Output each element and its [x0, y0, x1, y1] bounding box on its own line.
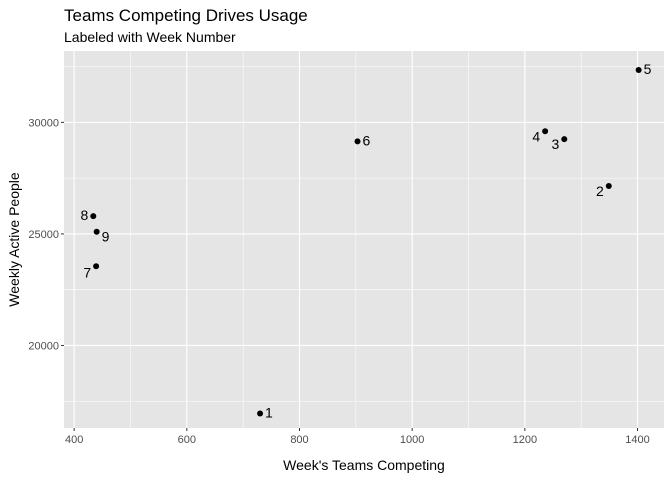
minor-gridlines	[64, 51, 664, 428]
x-tick-label: 1400	[625, 434, 649, 446]
data-point-week-3	[561, 136, 568, 143]
point-label-week-3: 3	[551, 136, 559, 152]
chart-title: Teams Competing Drives Usage	[64, 6, 308, 25]
data-point-week-7	[93, 263, 100, 270]
x-axis-ticks: 400 600 800 1000 1200 1400	[65, 428, 650, 446]
plot-panel	[64, 51, 664, 428]
x-tick-label: 400	[65, 434, 83, 446]
data-point-week-6	[354, 138, 361, 145]
y-tick-label: 25000	[28, 229, 59, 241]
y-tick-label: 30000	[28, 117, 59, 129]
data-point-week-5	[635, 66, 642, 73]
point-label-week-6: 6	[363, 132, 371, 148]
point-label-week-9: 9	[102, 229, 110, 245]
data-point-week-8	[90, 213, 97, 220]
major-gridlines	[64, 51, 664, 428]
point-label-week-5: 5	[644, 61, 652, 77]
data-point-week-9	[93, 228, 100, 235]
x-tick-label: 1000	[400, 434, 424, 446]
x-tick-label: 1200	[513, 434, 537, 446]
y-axis-ticks: 20000 25000 30000	[28, 117, 64, 352]
x-axis-title: Week's Teams Competing	[283, 457, 445, 473]
point-label-week-1: 1	[265, 405, 273, 421]
data-point-week-4	[542, 128, 549, 135]
data-point-week-2	[605, 182, 612, 189]
chart-subtitle: Labeled with Week Number	[64, 29, 236, 45]
x-tick-label: 600	[178, 434, 196, 446]
point-label-week-2: 2	[596, 183, 604, 199]
y-axis-title: Weekly Active People	[6, 172, 22, 307]
point-label-week-7: 7	[83, 264, 91, 280]
point-label-week-4: 4	[532, 128, 540, 144]
x-tick-label: 800	[290, 434, 308, 446]
data-point-week-1	[257, 410, 264, 417]
y-tick-label: 20000	[28, 340, 59, 352]
point-labels: 1 2 34 5 6 7 89	[80, 61, 651, 421]
data-points	[90, 66, 642, 417]
point-label-week-8: 8	[80, 207, 88, 223]
